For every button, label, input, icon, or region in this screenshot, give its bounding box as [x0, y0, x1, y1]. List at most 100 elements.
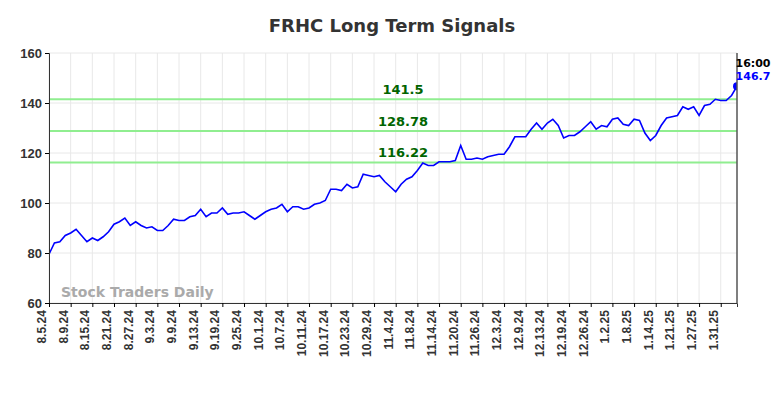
- x-tick-mark: [352, 303, 353, 307]
- level-line: [49, 161, 737, 163]
- x-tick-mark: [677, 303, 678, 307]
- level-line: [49, 130, 737, 132]
- y-tick-label: 160: [20, 46, 42, 61]
- x-tick: 12.9.24: [512, 303, 527, 350]
- x-tick-label: 1.2.25: [598, 310, 612, 344]
- x-tick-mark: [114, 303, 115, 307]
- grid-line: [114, 53, 115, 303]
- plot: [49, 82, 737, 254]
- x-tick: 12.13.24: [533, 303, 548, 357]
- x-tick-mark: [309, 303, 310, 307]
- level-label: 128.78: [378, 114, 428, 129]
- level-label: 141.5: [382, 82, 423, 97]
- x-tick: 12.19.24: [555, 303, 570, 357]
- grid-line: [590, 53, 591, 303]
- x-axis-line: [50, 304, 738, 308]
- grid-line: [352, 53, 353, 303]
- x-tick-label: 1.14.25: [642, 310, 656, 350]
- x-tick: 1.8.25: [620, 303, 635, 344]
- y-tick: 60: [28, 296, 49, 311]
- grid-line: [200, 53, 201, 303]
- x-tick-mark: [157, 303, 158, 307]
- x-tick-label: 10.7.24: [273, 310, 287, 350]
- y-tick-mark: [45, 53, 49, 54]
- x-axis: 8.5.248.9.248.15.248.21.248.27.249.3.249…: [35, 303, 738, 357]
- x-tick-mark: [266, 303, 267, 307]
- grid: [49, 53, 737, 303]
- x-tick: 11.8.24: [403, 303, 418, 350]
- grid-line: [655, 53, 656, 303]
- x-tick-mark: [71, 303, 72, 307]
- grid-line: [179, 53, 180, 303]
- x-tick-label: 1.8.25: [620, 310, 634, 344]
- y-axis-line: [45, 54, 50, 304]
- price-line: [49, 86, 737, 254]
- watermark: Stock Traders Daily: [61, 284, 214, 300]
- x-tick-mark: [656, 303, 657, 307]
- x-tick-mark: [222, 303, 223, 307]
- y-tick: 100: [20, 196, 49, 211]
- x-tick-mark: [504, 303, 505, 307]
- y-tick-label: 60: [28, 296, 42, 311]
- x-tick-label: 9.19.24: [208, 310, 222, 350]
- x-tick: 12.3.24: [490, 303, 505, 350]
- x-tick-label: 1.31.25: [707, 310, 721, 350]
- grid-line: [374, 53, 375, 303]
- x-tick-label: 8.9.24: [57, 310, 71, 344]
- grid-line: [525, 53, 526, 303]
- x-tick-label: 10.1.24: [252, 310, 266, 350]
- y-tick-mark: [45, 303, 49, 304]
- y-tick-label: 120: [20, 146, 42, 161]
- title: FRHC Long Term Signals: [269, 15, 515, 36]
- x-tick: 1.2.25: [598, 303, 613, 344]
- x-tick: 1.21.25: [663, 303, 678, 350]
- x-tick: 11.14.24: [425, 303, 440, 356]
- x-tick: 10.29.24: [360, 303, 375, 357]
- y-axis: 6080100120140160: [20, 46, 49, 311]
- x-tick: 10.23.24: [338, 303, 353, 357]
- x-tick-label: 11.14.24: [425, 310, 439, 356]
- x-tick-mark: [417, 303, 418, 307]
- x-tick-mark: [374, 303, 375, 307]
- y-tick: 80: [28, 246, 49, 261]
- x-tick: 9.3.24: [143, 303, 158, 344]
- x-tick-label: 8.21.24: [100, 310, 114, 350]
- grid-line: [634, 53, 635, 303]
- last-value-label: 146.7: [736, 70, 771, 83]
- x-tick-label: 11.20.24: [447, 310, 461, 356]
- x-tick: 9.9.24: [165, 303, 180, 344]
- x-tick-mark: [201, 303, 202, 307]
- x-tick-label: 12.13.24: [533, 310, 547, 357]
- grid-line: [482, 53, 483, 303]
- grid-line: [330, 53, 331, 303]
- x-tick: 11.4.24: [382, 303, 397, 350]
- x-tick-label: 10.17.24: [317, 310, 331, 357]
- x-tick: 10.11.24: [295, 303, 310, 356]
- x-tick: 9.25.24: [230, 303, 245, 350]
- y-tick: 160: [20, 46, 49, 61]
- grid-line: [720, 53, 721, 303]
- y-tick-mark: [45, 253, 49, 254]
- x-tick-mark: [179, 303, 180, 307]
- x-tick-label: 12.19.24: [555, 310, 569, 357]
- grid-line: [222, 53, 223, 303]
- x-tick-mark: [439, 303, 440, 307]
- x-tick-label: 12.9.24: [512, 310, 526, 350]
- x-tick-mark: [547, 303, 548, 307]
- grid-line: [157, 53, 158, 303]
- x-tick: 10.17.24: [317, 303, 332, 357]
- level-label: 116.22: [378, 145, 428, 160]
- x-tick: 9.19.24: [208, 303, 223, 350]
- grid-line: [460, 53, 461, 303]
- grid-line: [569, 53, 570, 303]
- x-tick-mark: [331, 303, 332, 307]
- grid-line: [309, 53, 310, 303]
- grid-line: [677, 53, 678, 303]
- x-tick-mark: [92, 303, 93, 307]
- x-tick-label: 8.27.24: [122, 310, 136, 350]
- y-tick-mark: [45, 153, 49, 154]
- x-tick: 12.26.24: [577, 303, 592, 357]
- y-tick-mark: [45, 203, 49, 204]
- x-tick-label: 8.5.24: [35, 310, 49, 344]
- x-tick-mark: [634, 303, 635, 307]
